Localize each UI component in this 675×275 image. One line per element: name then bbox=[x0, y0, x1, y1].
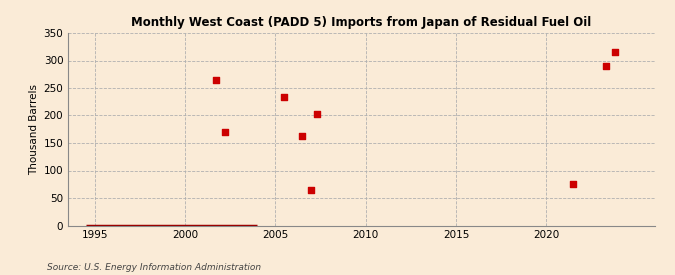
Point bbox=[306, 188, 317, 192]
Point bbox=[279, 95, 290, 100]
Y-axis label: Thousand Barrels: Thousand Barrels bbox=[30, 84, 39, 175]
Point bbox=[211, 78, 221, 82]
Point bbox=[297, 134, 308, 138]
Point bbox=[219, 130, 230, 134]
Point bbox=[601, 64, 612, 68]
Text: Source: U.S. Energy Information Administration: Source: U.S. Energy Information Administ… bbox=[47, 263, 261, 272]
Title: Monthly West Coast (PADD 5) Imports from Japan of Residual Fuel Oil: Monthly West Coast (PADD 5) Imports from… bbox=[131, 16, 591, 29]
Point bbox=[610, 50, 620, 54]
Point bbox=[311, 112, 322, 117]
Point bbox=[568, 182, 579, 186]
